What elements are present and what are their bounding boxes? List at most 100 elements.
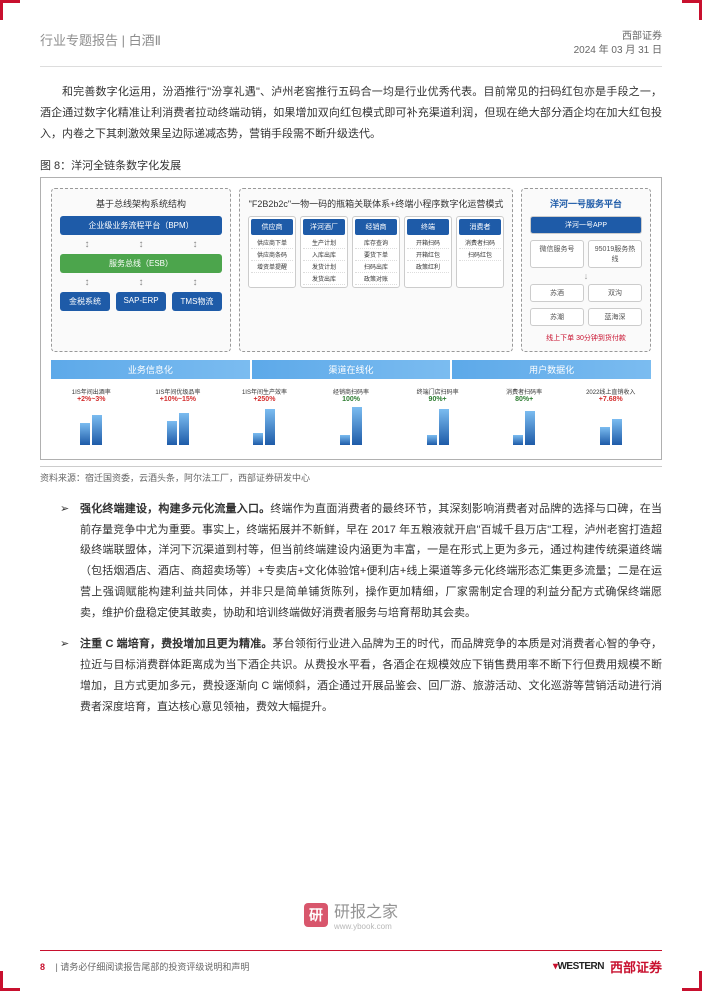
chart-bar xyxy=(439,409,449,445)
bullet-paragraph: ➢注重 C 端培育，费投增加且更为精准。茅台领衔行业进入品牌为王的时代，而品牌竞… xyxy=(80,634,662,718)
right-lanhai: 蓝海深 xyxy=(588,308,642,326)
chart-value: 80%+ xyxy=(484,396,565,403)
arrows-row2: ↕↕↕ xyxy=(60,277,222,288)
panel-mid: "F2B2b2c"一物一码的瓶箱关联体系+终端小程序数字化运营模式 供应商供应商… xyxy=(239,188,513,352)
mid-column: 洋河酒厂生产计划入库出库发货计划发货出库 xyxy=(300,216,348,288)
section-bar: 业务信息化 渠道在线化 用户数据化 xyxy=(51,360,651,379)
chart-label: 1IS年间优级品率 xyxy=(138,387,219,396)
chart-value: +7.68% xyxy=(570,396,651,403)
block-tax: 金税系统 xyxy=(60,292,110,311)
header-right: 西部证券 2024 年 03 月 31 日 xyxy=(574,30,662,58)
header-company: 西部证券 xyxy=(574,30,662,44)
bullet-icon: ➢ xyxy=(60,634,69,655)
watermark: 研 研报之家 www.ybook.com xyxy=(304,898,398,931)
mid-column-item: 扫码红包 xyxy=(459,249,501,261)
source-text: 资料来源：宿迁国资委，云酒头条，阿尔法工厂，西部证券研发中心 xyxy=(40,466,662,484)
chart-bars xyxy=(397,405,478,445)
footer-disclaimer: 请务必仔细阅读报告尾部的投资评级说明和声明 xyxy=(60,962,249,972)
chart-item: 终端门店扫码率90%+ xyxy=(397,387,478,445)
footer-logo: ▾WESTERN 西部证券 xyxy=(553,957,662,976)
mid-column: 消费者消费者扫码扫码红包 xyxy=(456,216,504,288)
intro-paragraph: 和完善数字化运用，汾酒推行"汾享礼遇"、泸州老窖推行五码合一均是行业优秀代表。目… xyxy=(40,82,662,145)
chart-bar xyxy=(513,435,523,445)
chart-bar xyxy=(253,433,263,445)
header-divider xyxy=(40,66,662,67)
mid-column: 终端开箱扫码开箱红包政策红利 xyxy=(404,216,452,288)
footer: 8 | 请务必仔细阅读报告尾部的投资评级说明和声明 ▾WESTERN 西部证券 xyxy=(40,950,662,976)
mid-column-header: 供应商 xyxy=(251,219,293,235)
bullet-paragraph: ➢强化终端建设，构建多元化流量入口。终端作为直面消费者的最终环节，其深刻影响消费… xyxy=(80,499,662,624)
chart-bar xyxy=(612,419,622,445)
block-tms: TMS物流 xyxy=(172,292,222,311)
bullet-icon: ➢ xyxy=(60,499,69,520)
chart-value: +10%~15% xyxy=(138,396,219,403)
chart-bars xyxy=(224,405,305,445)
mid-column: 供应商供应商下单供应商条码增资单提醒 xyxy=(248,216,296,288)
diagram-container: 基于总线架构系统结构 企业级业务流程平台（BPM） ↕↕↕ 服务总线（ESB） … xyxy=(40,177,662,460)
chart-item: 1IS年间出酒率+2%~3% xyxy=(51,387,132,445)
mid-column-item: 供应商条码 xyxy=(251,249,293,261)
footer-page: 8 xyxy=(40,962,45,972)
chart-item: 1IS年间优级品率+10%~15% xyxy=(138,387,219,445)
chart-bars xyxy=(51,405,132,445)
chart-bars xyxy=(311,405,392,445)
mid-column-item: 发货计划 xyxy=(303,261,345,273)
chart-bar xyxy=(340,435,350,445)
right-hotline: 95019服务热线 xyxy=(588,240,642,268)
chart-value: 90%+ xyxy=(397,396,478,403)
chart-item: 1IS年间生产效率+250% xyxy=(224,387,305,445)
header-date: 2024 年 03 月 31 日 xyxy=(574,44,662,58)
panel-left: 基于总线架构系统结构 企业级业务流程平台（BPM） ↕↕↕ 服务总线（ESB） … xyxy=(51,188,231,352)
chart-item: 消费者扫码率80%+ xyxy=(484,387,565,445)
chart-label: 1IS年间出酒率 xyxy=(51,387,132,396)
chart-bar xyxy=(92,415,102,445)
mid-column-item: 扫码出库 xyxy=(355,261,397,273)
chart-bar xyxy=(427,435,437,445)
mid-column-item: 库存查询 xyxy=(355,237,397,249)
chart-bars xyxy=(484,405,565,445)
chart-value: +2%~3% xyxy=(51,396,132,403)
mid-column-item: 入库出库 xyxy=(303,249,345,261)
watermark-sub: www.ybook.com xyxy=(334,922,398,931)
section-3: 用户数据化 xyxy=(452,360,651,379)
panel-right: 洋河一号服务平台 洋河一号APP 微信服务号 95019服务热线 ↓ 苏酒 双沟… xyxy=(521,188,651,352)
right-footer: 线上下单 30分钟到货付款 xyxy=(530,333,642,343)
chart-bar xyxy=(167,421,177,445)
chart-row: 1IS年间出酒率+2%~3%1IS年间优级品率+10%~15%1IS年间生产效率… xyxy=(51,383,651,449)
header-left: 行业专题报告 | 白酒Ⅱ xyxy=(40,30,161,49)
mid-column-header: 消费者 xyxy=(459,219,501,235)
mid-column-item: 要货下单 xyxy=(355,249,397,261)
mid-column-item: 供应商下单 xyxy=(251,237,293,249)
section-2: 渠道在线化 xyxy=(252,360,453,379)
chart-bar xyxy=(179,413,189,445)
mid-column-item: 开箱红包 xyxy=(407,249,449,261)
chart-label: 消费者扫码率 xyxy=(484,387,565,396)
block-sap: SAP-ERP xyxy=(116,292,166,311)
bullet-title: 强化终端建设，构建多元化流量入口。 xyxy=(80,503,270,515)
chart-label: 2022线上直销收入 xyxy=(570,387,651,396)
panel-right-title: 洋河一号服务平台 xyxy=(530,197,642,210)
block-bpm: 企业级业务流程平台（BPM） xyxy=(60,216,222,235)
right-suchao: 苏潮 xyxy=(530,308,584,326)
page-header: 行业专题报告 | 白酒Ⅱ 西部证券 2024 年 03 月 31 日 xyxy=(40,30,662,58)
chart-item: 经销商扫码率100% xyxy=(311,387,392,445)
chart-label: 经销商扫码率 xyxy=(311,387,392,396)
right-wechat: 微信服务号 xyxy=(530,240,584,268)
right-app: 洋河一号APP xyxy=(530,216,642,234)
mid-column: 经销商库存查询要货下单扫码出库政策对账 xyxy=(352,216,400,288)
mid-column-item: 政策红利 xyxy=(407,261,449,273)
mid-column-item: 开箱扫码 xyxy=(407,237,449,249)
mid-column-item: 生产计划 xyxy=(303,237,345,249)
logo-en: ▾WESTERN xyxy=(553,961,604,972)
right-shuanggou: 双沟 xyxy=(588,284,642,302)
section-1: 业务信息化 xyxy=(51,360,252,379)
mid-column-header: 洋河酒厂 xyxy=(303,219,345,235)
figure-caption: 图 8：洋河全链条数字化发展 xyxy=(40,157,662,173)
mid-column-item: 消费者扫码 xyxy=(459,237,501,249)
chart-bars xyxy=(138,405,219,445)
panel-mid-title: "F2B2b2c"一物一码的瓶箱关联体系+终端小程序数字化运营模式 xyxy=(248,197,504,210)
chart-bar xyxy=(80,423,90,445)
mid-column-item: 政策对账 xyxy=(355,273,397,285)
chart-label: 终端门店扫码率 xyxy=(397,387,478,396)
chart-bars xyxy=(570,405,651,445)
